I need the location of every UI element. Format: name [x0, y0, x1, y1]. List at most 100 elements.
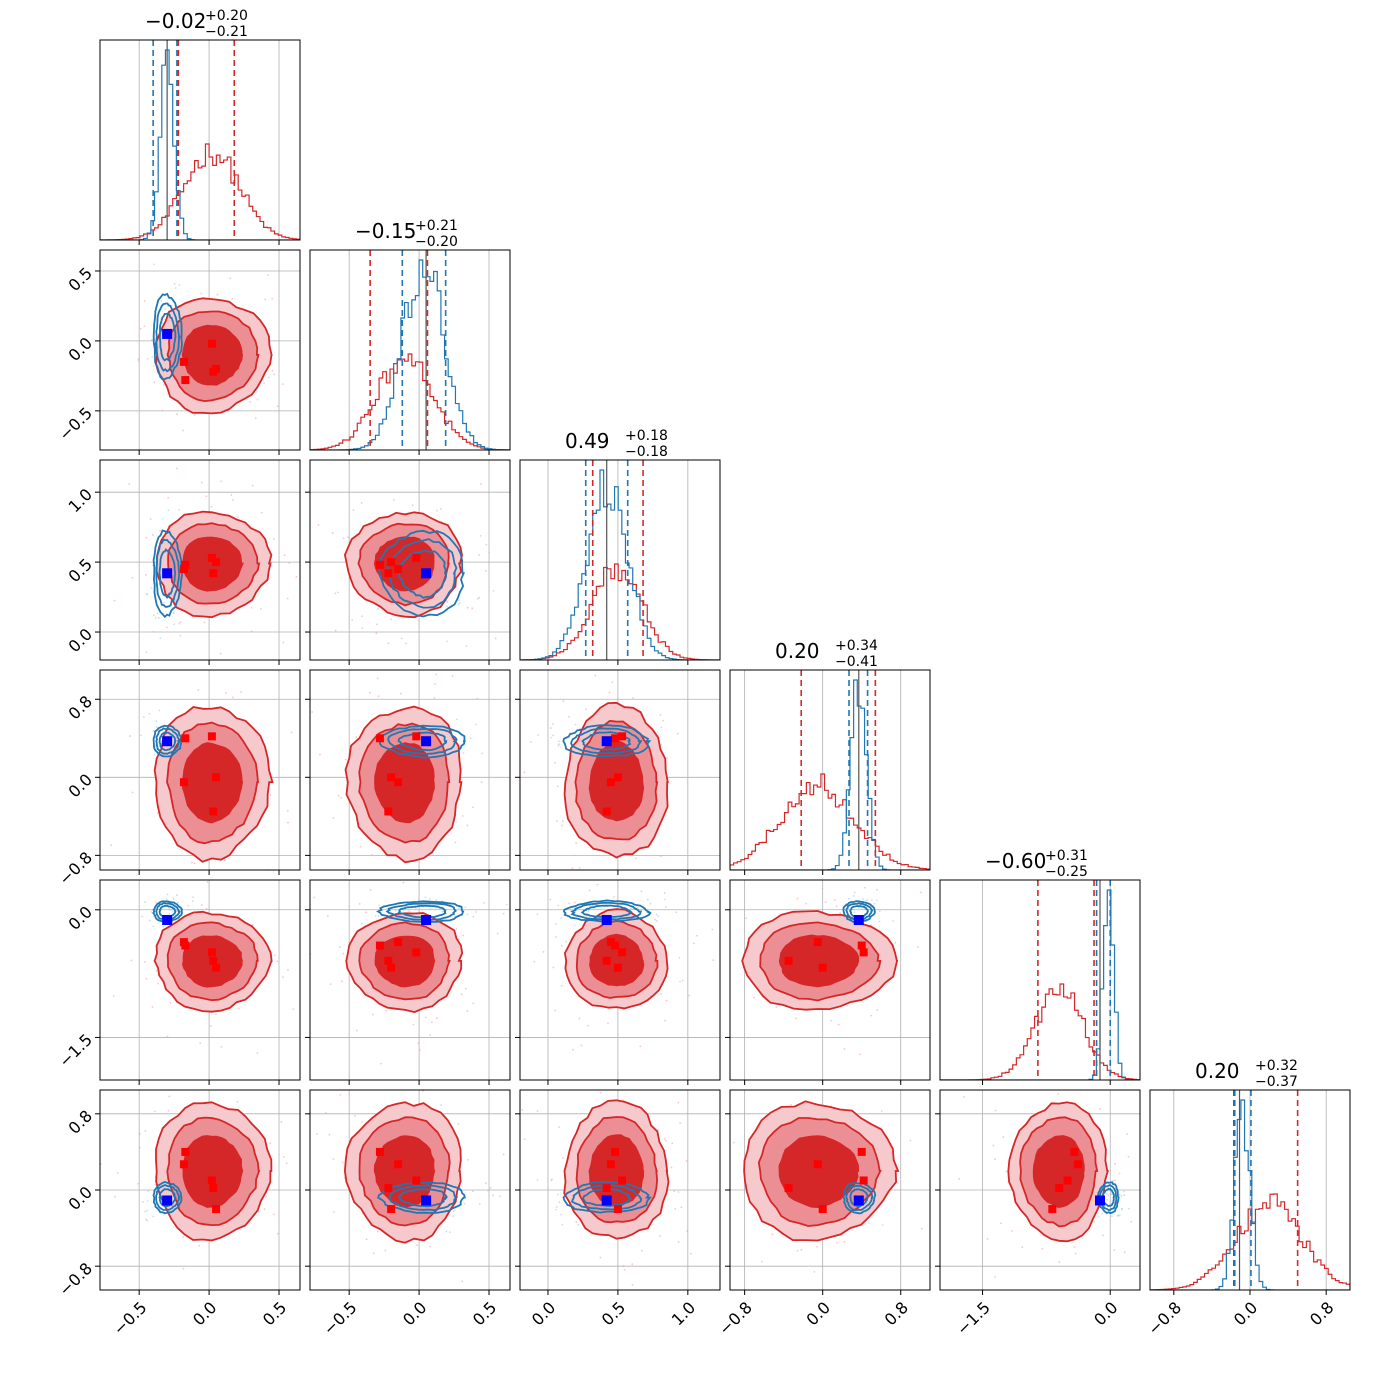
- sample-marker: [813, 938, 822, 947]
- scatter-point-a: [338, 946, 341, 949]
- scatter-point-b: [167, 509, 170, 512]
- scatter-point-b: [378, 904, 380, 907]
- panel-content: [112, 877, 295, 1055]
- scatter-point-a: [340, 796, 342, 799]
- scatter-point-a: [112, 995, 115, 997]
- scatter-point-a: [685, 1160, 688, 1162]
- scatter-point-b: [478, 596, 481, 599]
- panel-frame: [99, 249, 301, 451]
- panel-title: 0.20: [1195, 1059, 1240, 1083]
- scatter-point-a: [579, 727, 581, 730]
- histogram-series-a: [100, 143, 300, 240]
- scatter-point-a: [153, 381, 156, 384]
- scatter-point-a: [465, 645, 468, 647]
- scatter-point-a: [177, 877, 179, 879]
- sample-marker: [613, 1205, 622, 1214]
- scatter-point-a: [588, 889, 591, 892]
- scatter-point-a: [556, 1279, 558, 1281]
- scatter-point-b: [162, 926, 165, 928]
- scatter-point-a: [450, 1077, 452, 1079]
- scatter-point-a: [231, 297, 234, 300]
- scatter-point-b: [487, 1189, 489, 1192]
- scatter-point-a: [220, 1045, 223, 1048]
- scatter-point-a: [628, 873, 630, 875]
- scatter-point-a: [380, 1062, 382, 1065]
- scatter-point-a: [369, 889, 372, 891]
- contour-a-inner: [778, 934, 860, 988]
- sample-marker: [784, 1184, 793, 1193]
- scatter-point-b: [557, 740, 560, 743]
- scatter-point-b: [149, 518, 152, 520]
- scatter-point-b: [479, 534, 482, 537]
- scatter-point-b: [168, 912, 171, 915]
- scatter-point-a: [236, 516, 239, 518]
- scatter-point-b: [529, 741, 532, 743]
- scatter-point-a: [598, 892, 600, 894]
- scatter-point-b: [429, 898, 431, 900]
- scatter-point-a: [894, 941, 897, 944]
- panel-content: [113, 467, 298, 655]
- gridlines: [520, 1090, 720, 1290]
- contour-b-1: [155, 538, 181, 608]
- scatter-point-a: [137, 359, 140, 362]
- scatter-point-a: [227, 1084, 229, 1086]
- scatter-point-a: [391, 873, 393, 875]
- scatter-point-a: [484, 1182, 487, 1184]
- scatter-point-a: [313, 896, 316, 899]
- scatter-point-a: [494, 637, 497, 640]
- scatter-point-a: [179, 621, 182, 623]
- scatter-point-a: [1093, 1220, 1096, 1223]
- scatter-point-a: [554, 1009, 557, 1012]
- scatter-point-a: [198, 1244, 200, 1247]
- panel-content: [520, 460, 720, 660]
- scatter-point-a: [677, 1241, 680, 1244]
- scatter-point-a: [276, 1232, 279, 1235]
- sample-marker: [606, 938, 615, 947]
- scatter-point-a: [440, 1104, 443, 1106]
- scatter-point-b: [472, 915, 475, 918]
- scatter-point-a: [187, 904, 190, 907]
- x-tick-label: 1.0: [668, 1298, 699, 1329]
- scatter-point-a: [206, 881, 209, 883]
- scatter-point-b: [868, 1222, 870, 1224]
- sample-marker: [212, 963, 221, 972]
- scatter-point-a: [835, 905, 838, 908]
- scatter-point-a: [263, 1208, 266, 1211]
- scatter-point-b: [560, 917, 563, 919]
- scatter-point-a: [593, 897, 595, 899]
- scatter-point-b: [154, 1183, 157, 1186]
- scatter-point-a: [585, 915, 588, 918]
- panel-frame: [519, 669, 721, 871]
- scatter-point-b: [165, 898, 168, 900]
- y-tick-label: 0.0: [65, 902, 96, 933]
- scatter-point-a: [611, 681, 614, 684]
- scatter-point-a: [593, 663, 595, 665]
- scatter-point-a: [145, 1218, 148, 1221]
- scatter-point-a: [643, 875, 645, 877]
- scatter-point-b: [629, 907, 632, 910]
- scatter-point-a: [223, 859, 226, 862]
- scatter-point-a: [256, 398, 259, 401]
- scatter-point-a: [953, 1134, 955, 1136]
- scatter-point-a: [553, 761, 556, 764]
- scatter-point-a: [1011, 1229, 1014, 1232]
- scatter-point-a: [660, 993, 662, 995]
- scatter-point-a: [416, 1244, 418, 1247]
- scatter-point-a: [145, 536, 148, 539]
- scatter-point-a: [575, 842, 578, 845]
- scatter-point-a: [521, 1109, 524, 1111]
- contour-b-0: [842, 900, 876, 924]
- contour-b-0: [152, 292, 183, 381]
- scatter-point-b: [552, 734, 555, 737]
- scatter-point-b: [148, 712, 151, 715]
- scatter-point-a: [282, 1156, 285, 1158]
- scatter-point-a: [523, 771, 526, 774]
- scatter-point-b: [178, 284, 181, 286]
- sample-marker: [181, 941, 190, 950]
- scatter-point-a: [836, 1241, 838, 1244]
- scatter-point-b: [156, 612, 159, 615]
- scatter-point-a: [671, 986, 673, 988]
- scatter-point-a: [963, 1095, 965, 1098]
- scatter-point-a: [640, 1249, 643, 1252]
- scatter-point-a: [466, 606, 469, 609]
